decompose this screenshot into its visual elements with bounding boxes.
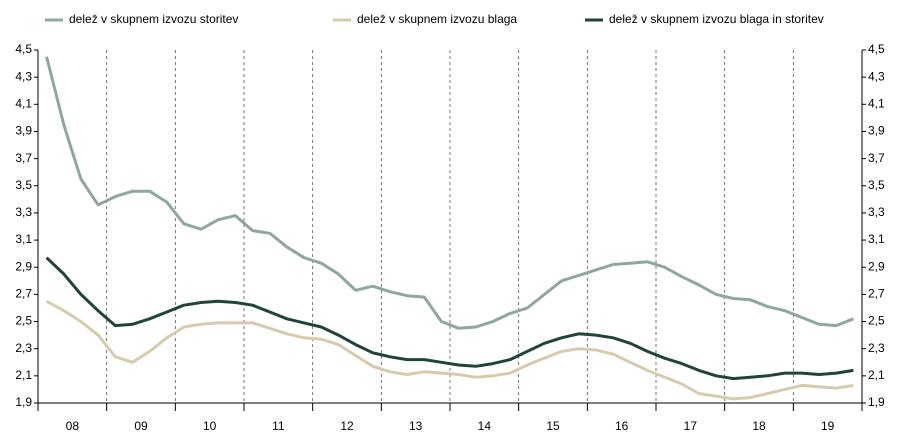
y-tick-label: 1,9: [868, 395, 885, 409]
y-tick-label: 4,5: [15, 42, 32, 56]
x-tick-label: 09: [134, 419, 148, 433]
y-tick-label: 3,5: [868, 178, 885, 192]
y-tick-label: 4,1: [868, 96, 885, 110]
y-tick-label: 2,9: [15, 259, 32, 273]
y-tick-label: 2,3: [868, 341, 885, 355]
y-tick-label: 2,5: [15, 314, 32, 328]
x-tick-label: 08: [66, 419, 80, 433]
y-tick-label: 2,9: [868, 259, 885, 273]
x-tick-label: 19: [821, 419, 835, 433]
x-tick-label: 11: [272, 419, 285, 433]
legend-label: delež v skupnem izvozu blaga: [357, 12, 517, 26]
series-line: [45, 299, 854, 401]
x-tick-label: 14: [478, 419, 492, 433]
y-tick-label: 4,3: [868, 69, 885, 83]
y-tick-label: 4,5: [868, 42, 885, 56]
series-line: [45, 256, 854, 381]
y-tick-label: 2,7: [15, 287, 32, 301]
y-tick-label: 2,3: [15, 341, 32, 355]
y-tick-label: 2,5: [868, 314, 885, 328]
x-tick-label: 13: [409, 419, 423, 433]
legend-label: delež v skupnem izvozu blaga in storitev: [609, 12, 824, 26]
y-tick-label: 1,9: [15, 395, 32, 409]
x-tick-label: 17: [684, 419, 698, 433]
y-tick-label: 3,5: [15, 178, 32, 192]
series-line: [45, 56, 854, 330]
y-tick-label: 4,1: [15, 96, 32, 110]
y-tick-label: 3,7: [15, 151, 32, 165]
y-tick-label: 2,7: [868, 287, 885, 301]
y-tick-label: 3,9: [15, 124, 32, 138]
y-tick-label: 3,3: [15, 205, 32, 219]
y-tick-label: 3,3: [868, 205, 885, 219]
y-tick-label: 3,9: [868, 124, 885, 138]
y-tick-label: 3,1: [868, 232, 885, 246]
x-tick-label: 16: [615, 419, 629, 433]
y-tick-label: 2,1: [15, 368, 32, 382]
y-tick-label: 2,1: [868, 368, 885, 382]
y-tick-label: 3,7: [868, 151, 885, 165]
legend-label: delež v skupnem izvozu storitev: [69, 12, 238, 26]
x-tick-label: 18: [752, 419, 766, 433]
x-tick-label: 10: [203, 419, 217, 433]
y-tick-label: 4,3: [15, 69, 32, 83]
x-tick-label: 12: [340, 419, 354, 433]
x-tick-label: 15: [546, 419, 560, 433]
y-tick-label: 3,1: [15, 232, 32, 246]
